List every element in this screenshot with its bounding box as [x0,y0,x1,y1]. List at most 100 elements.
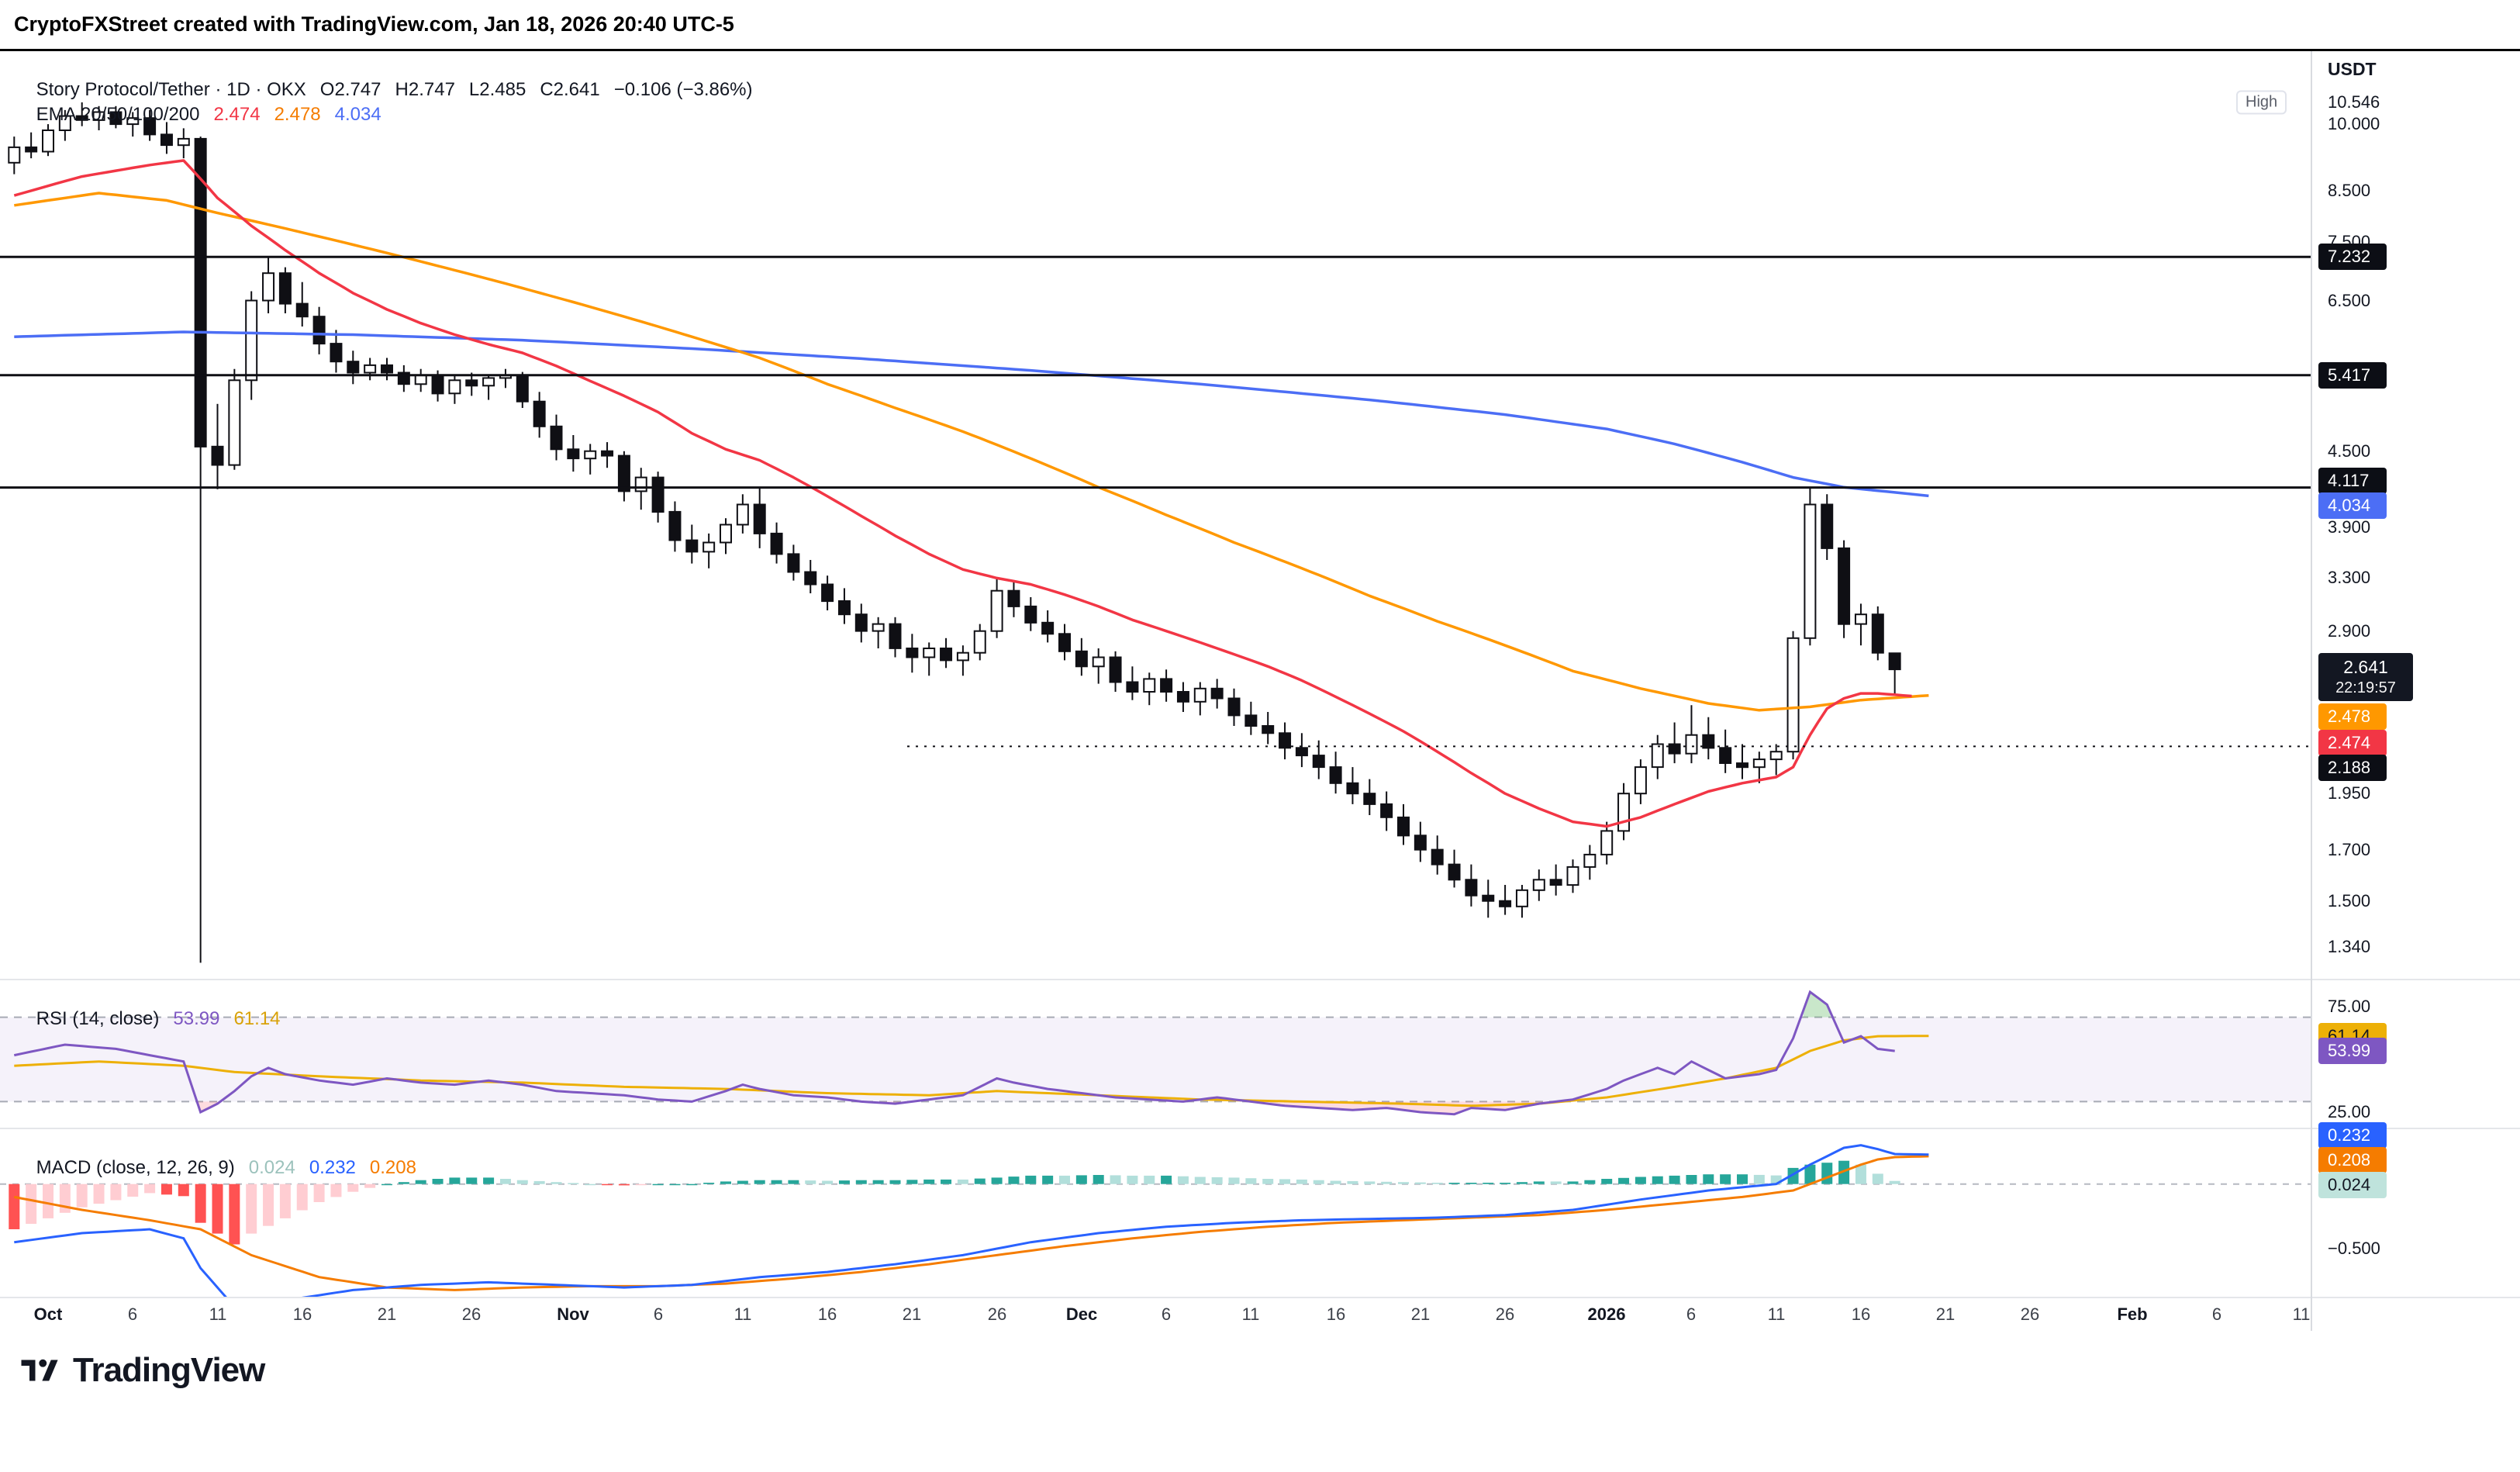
macd-histogram-bar [1635,1177,1646,1184]
price-line-label-2.474: 2.474 [2318,730,2387,756]
candle-down [685,539,699,553]
price-line-label-5.417: 5.417 [2318,362,2387,389]
candle-up [1092,656,1105,668]
macd-histogram-bar [652,1183,664,1186]
time-tick-21: 21 [1935,1304,1956,1324]
candle-up [42,130,54,153]
high-badge-label: High [2236,90,2287,115]
macd-histogram-bar [703,1183,715,1184]
pane-separator-macd[interactable] [0,1128,2520,1129]
macd-histogram-bar [1770,1175,1782,1184]
tradingview-logo-icon [21,1359,58,1381]
macd-histogram-bar [263,1183,274,1226]
time-tick-26: 26 [1495,1304,1515,1324]
macd-signal-line [14,1155,1929,1291]
macd-histogram-bar [872,1180,884,1184]
candle-down [533,400,546,427]
ohlc-open: O2.747 [319,79,381,100]
macd-histogram-bar [43,1183,54,1218]
macd-histogram-bar [144,1183,156,1194]
tradingview-attribution[interactable]: TradingView [20,1351,265,1390]
candle-down [821,583,834,603]
candle-down [1465,879,1478,897]
candle-up [634,476,647,492]
candle-up [1566,866,1579,886]
macd-histogram-bar [720,1181,731,1184]
macd-histogram-bar [533,1180,545,1184]
macd-histogram-bar [195,1183,206,1223]
macd-histogram-bar [1669,1175,1680,1184]
macd-histogram-bar [364,1183,376,1188]
current-price-countdown: 22:19:57 [2335,679,2396,696]
macd-histogram-bar [415,1180,426,1184]
macd-legend[interactable]: MACD (close, 12, 26, 9) 0.024 0.232 0.208 [16,1135,430,1201]
macd-histogram-bar [449,1177,461,1184]
macd-histogram-bar [669,1183,681,1186]
macd-histogram-bar [432,1179,444,1184]
macd-histogram-bar [1161,1175,1172,1184]
candle-down [1719,747,1732,764]
main-price-pane[interactable] [0,102,2311,963]
candle-down [25,146,38,153]
rsi-axis-tick: 25.00 [2328,1102,2371,1121]
candle-down [1888,652,1901,671]
rsi-line [13,990,1895,1116]
price-axis-tick: 3.900 [2328,517,2371,537]
macd-histogram-bar [1313,1180,1324,1184]
ema20-line [13,159,1912,828]
candle-down [906,648,919,658]
candle-up [956,651,969,662]
time-axis[interactable]: Oct 6 11 16 21 26 Nov 6 11 16 21 26 Dec 6 11 16 21 26 2026… [0,1300,2311,1332]
macd-histogram-bar [618,1183,630,1186]
rsi-pane[interactable] [0,990,2311,1116]
candle-down [1397,816,1410,837]
time-tick-26: 26 [987,1304,1007,1324]
candle-up [736,503,749,526]
price-axis-tick: 1.700 [2328,840,2371,859]
macd-histogram-bar [1431,1183,1443,1184]
candle-up [1854,613,1867,625]
macd-histogram-bar [110,1183,122,1201]
candle-up [1786,637,1800,753]
ema-legend[interactable]: EMA 20/50/100/200 2.474 2.478 4.034 [16,82,395,147]
macd-histogram-bar [1381,1181,1393,1184]
macd-hist-value: 0.024 [248,1157,295,1178]
macd-histogram-bar [1127,1175,1138,1184]
candle-down [75,115,88,121]
price-axis-tick: 3.300 [2328,568,2371,587]
macd-histogram-bar [1567,1181,1579,1184]
rsi-legend[interactable]: RSI (14, close) 53.99 61.14 [16,987,295,1052]
price-axis-tick: 1.500 [2328,891,2371,910]
candle-up [364,364,377,374]
candle-down [668,510,682,541]
macd-histogram-bar [551,1182,562,1184]
macd-histogram-bar [1465,1183,1477,1184]
candle-down [516,374,529,403]
macd-histogram-bar [229,1183,240,1245]
macd-signal-value: 0.208 [369,1157,416,1178]
macd-value-label-0.024: 0.024 [2318,1172,2387,1198]
candle-down [143,117,157,136]
time-tick-2026: 2026 [1587,1304,1626,1324]
candle-down [347,361,360,374]
macd-value-label-0.208: 0.208 [2318,1147,2387,1173]
candle-down [804,571,817,586]
ema200-line [14,330,1929,498]
macd-histogram-bar [1279,1179,1291,1184]
time-tick-Oct: Oct [33,1304,63,1324]
macd-histogram-bar [1753,1174,1765,1184]
pane-separator-rsi[interactable] [0,979,2520,980]
macd-histogram-bar [296,1183,308,1211]
candle-down [1210,687,1224,700]
macd-pane[interactable] [0,1144,2311,1307]
candle-up [1634,766,1647,795]
candle-down [465,379,478,387]
symbol-legend[interactable]: Story Protocol/Tether · 1D · OKX O2.747 H2… [16,57,767,123]
macd-histogram-bar [1025,1175,1037,1184]
candle-down [1024,605,1037,624]
candle-down [940,648,953,662]
candle-down [1448,863,1461,881]
macd-histogram-bar [585,1183,596,1186]
candle-down [194,137,207,447]
